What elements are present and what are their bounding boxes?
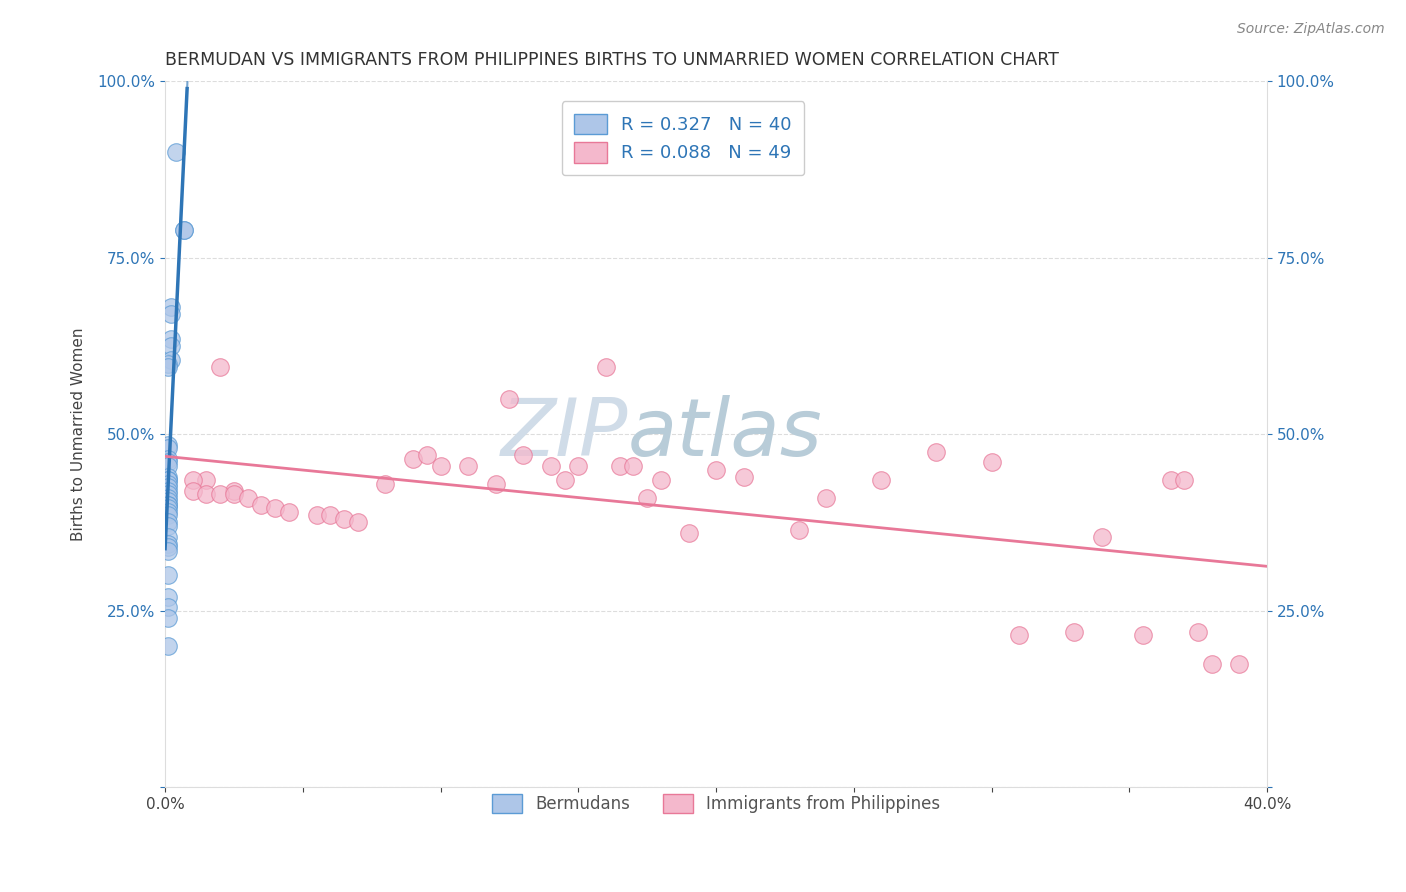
Text: Source: ZipAtlas.com: Source: ZipAtlas.com	[1237, 22, 1385, 37]
Point	[1187, 624, 1209, 639]
Point	[1229, 657, 1251, 671]
Point	[195, 473, 218, 487]
Point	[416, 449, 439, 463]
Point	[1173, 473, 1195, 487]
Point	[209, 360, 232, 375]
Point	[156, 516, 179, 530]
Point	[485, 476, 508, 491]
Point	[156, 487, 179, 501]
Legend: Bermudans, Immigrants from Philippines: Bermudans, Immigrants from Philippines	[479, 782, 952, 825]
Point	[733, 469, 755, 483]
Point	[156, 600, 179, 615]
Point	[457, 458, 479, 473]
Point	[156, 501, 179, 516]
Point	[156, 519, 179, 533]
Point	[156, 536, 179, 550]
Point	[1063, 624, 1085, 639]
Point	[156, 469, 179, 483]
Point	[159, 307, 181, 321]
Point	[1160, 473, 1182, 487]
Point	[925, 445, 948, 459]
Point	[704, 462, 727, 476]
Point	[678, 526, 700, 541]
Point	[609, 458, 631, 473]
Point	[159, 339, 181, 353]
Point	[156, 357, 179, 371]
Point	[156, 483, 179, 498]
Point	[165, 145, 187, 159]
Text: BERMUDAN VS IMMIGRANTS FROM PHILIPPINES BIRTHS TO UNMARRIED WOMEN CORRELATION CH: BERMUDAN VS IMMIGRANTS FROM PHILIPPINES …	[165, 51, 1059, 69]
Point	[156, 458, 179, 473]
Y-axis label: Births to Unmarried Women: Births to Unmarried Women	[72, 327, 86, 541]
Point	[156, 530, 179, 544]
Point	[623, 458, 645, 473]
Point	[222, 487, 245, 501]
Point	[402, 452, 425, 467]
Point	[650, 473, 672, 487]
Point	[1008, 628, 1031, 642]
Point	[264, 501, 287, 516]
Point	[156, 568, 179, 582]
Point	[1091, 530, 1114, 544]
Point	[156, 540, 179, 554]
Point	[222, 483, 245, 498]
Point	[980, 455, 1002, 469]
Point	[156, 480, 179, 494]
Point	[173, 222, 195, 236]
Point	[156, 491, 179, 505]
Point	[159, 300, 181, 314]
Point	[319, 508, 342, 523]
Point	[156, 639, 179, 653]
Point	[498, 392, 520, 406]
Point	[156, 494, 179, 508]
Text: atlas: atlas	[628, 395, 823, 474]
Point	[156, 498, 179, 512]
Point	[250, 498, 273, 512]
Point	[374, 476, 396, 491]
Point	[540, 458, 562, 473]
Point	[156, 476, 179, 491]
Point	[156, 438, 179, 452]
Point	[567, 458, 589, 473]
Point	[156, 360, 179, 375]
Point	[156, 508, 179, 523]
Point	[333, 512, 356, 526]
Point	[159, 332, 181, 346]
Point	[156, 590, 179, 604]
Point	[156, 442, 179, 456]
Point	[156, 452, 179, 467]
Point	[554, 473, 576, 487]
Point	[159, 353, 181, 368]
Point	[815, 491, 838, 505]
Point	[512, 449, 534, 463]
Point	[1132, 628, 1154, 642]
Point	[870, 473, 893, 487]
Point	[181, 483, 204, 498]
Point	[195, 487, 218, 501]
Point	[156, 473, 179, 487]
Point	[636, 491, 658, 505]
Text: ZIP: ZIP	[501, 395, 628, 474]
Point	[278, 505, 301, 519]
Point	[209, 487, 232, 501]
Point	[173, 222, 195, 236]
Point	[156, 611, 179, 625]
Point	[595, 360, 617, 375]
Point	[347, 516, 370, 530]
Point	[156, 543, 179, 558]
Point	[305, 508, 328, 523]
Point	[156, 455, 179, 469]
Point	[156, 505, 179, 519]
Point	[156, 498, 179, 512]
Point	[1201, 657, 1223, 671]
Point	[236, 491, 259, 505]
Point	[156, 473, 179, 487]
Point	[181, 473, 204, 487]
Point	[787, 523, 810, 537]
Point	[429, 458, 451, 473]
